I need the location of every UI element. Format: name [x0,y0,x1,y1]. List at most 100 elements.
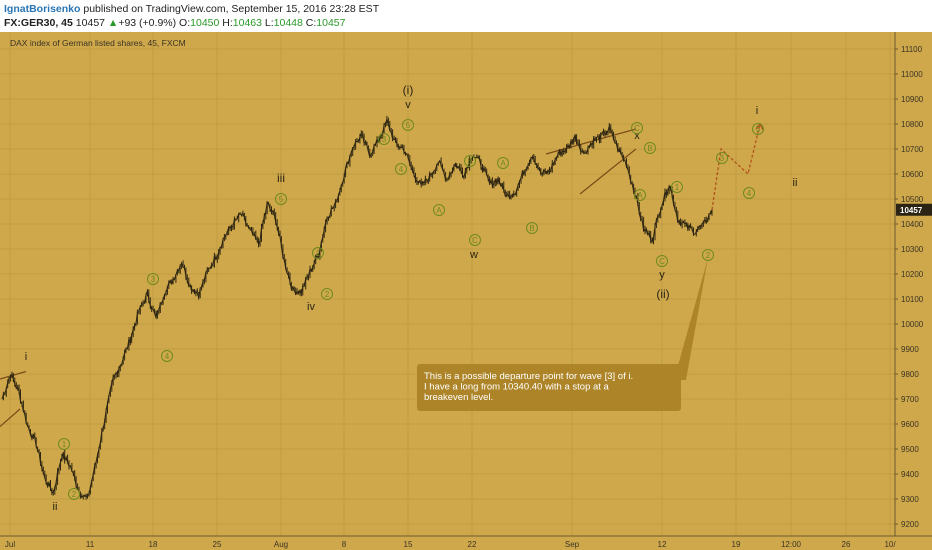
wave-circle-label: 3 [720,154,725,163]
date-tick-label: 12 [658,540,667,549]
chart-background [0,32,932,550]
wave-circle-label: 3 [382,135,387,144]
trendline [0,408,21,427]
wave-circle-label: C [472,236,478,245]
chart-area[interactable]: DAX index of German listed shares, 45, F… [0,32,932,550]
price-series [1,115,713,500]
wave-label-y: y [659,269,665,281]
price-tick-label: 10900 [901,95,924,104]
symbol-line: FX:GER30, 45 10457 ▲+93 (+0.9%) O:10450 … [4,16,345,30]
publish-line: IgnatBorisenko published on TradingView.… [4,2,379,16]
callout-pointer [674,258,708,380]
date-tick-label: 8 [342,540,347,549]
price-tick-label: 10700 [901,145,924,154]
wave-circle-B [464,155,476,167]
wave-circle-label: 2 [325,290,330,299]
wave-circle-label: 1 [316,249,321,258]
close-label: C: [305,17,317,29]
price-tick-label: 9300 [901,495,919,504]
wave-label-i: i [25,351,27,363]
wave-label-ii: (ii) [656,287,669,301]
wave-circle-3 [147,273,159,285]
wave-label-ii: ii [53,501,58,513]
wave-circle-B [526,222,538,234]
price-tick-label: 9200 [901,520,919,529]
date-tick-label: 25 [213,540,222,549]
last-price-box [896,203,932,216]
wave-circle-B [644,142,656,154]
price-tick-label: 11100 [901,45,923,54]
chart-title: DAX index of German listed shares, 45, F… [10,38,186,48]
wave-circle-label: C [634,124,640,133]
wave-circle-label: 4 [165,352,170,361]
date-tick-label: 22 [468,540,477,549]
wave-circle-label: 1 [62,440,67,449]
publish-text: published on TradingView.com, September … [80,3,380,15]
date-tick-label: 18 [149,540,158,549]
annotation-callout[interactable]: This is a possible departure point for w… [417,258,708,411]
time-axis[interactable]: Jul 11 18 25 Aug 8 15 22 Sep 12 19 12:00 26 10/ [5,540,896,549]
date-tick-label: Aug [274,540,288,549]
date-tick-label: 11 [86,540,95,549]
price-tick-label: 9700 [901,395,919,404]
wave-circle-label: B [529,224,534,233]
open-label: O: [179,17,191,29]
wave-circle-A [433,204,445,216]
wave-circle-label: A [436,206,442,215]
wave-label-iv: iv [307,301,315,313]
wave-circle-5 [402,119,414,131]
date-tick-label: 26 [842,540,851,549]
price-chart[interactable]: DAX index of German listed shares, 45, F… [0,32,932,550]
wave-circle-label: A [637,191,643,200]
open-value: 10450 [190,17,220,29]
callout-line: breakeven level. [424,392,493,403]
close-value: 10457 [316,17,346,29]
wave-circle-A [634,189,646,201]
callout-line: This is a possible departure point for w… [424,371,633,382]
author-link[interactable]: IgnatBorisenko [4,3,81,15]
wave-circle-A [497,157,509,169]
wave-labels: iiiiiiivv(i)wxy(ii)iii1234512345ABCABCAB… [25,83,798,513]
wave-label-ii: ii [793,177,798,189]
wave-circle-label: 2 [706,251,711,260]
wave-circle-C [656,255,668,267]
date-tick-label: 10/ [884,540,896,549]
projection-path [711,123,761,210]
wave-label-w: w [469,249,478,261]
price-line [1,117,713,499]
wave-circle-4 [743,187,755,199]
chart-header: IgnatBorisenko published on TradingView.… [0,0,932,32]
wave-circle-label: 5 [406,121,411,130]
wave-circle-5 [752,123,764,135]
wave-circle-label: B [647,144,652,153]
date-tick-label: 15 [404,540,413,549]
price-tick-label: 10300 [901,245,924,254]
wave-label-x: x [634,130,640,142]
callout-line: I have a long from 10340.40 with a stop … [424,382,610,393]
wave-circle-3 [716,152,728,164]
price-change: +93 (+0.9%) [118,17,177,29]
wave-circle-label: C [659,257,665,266]
wave-circle-label: 2 [72,490,77,499]
wave-circle-C [631,122,643,134]
price-tick-label: 10200 [901,270,924,279]
date-tick-label: Sep [565,540,580,549]
last-price-tag: 10457 [896,203,932,216]
last-price: 10457 [75,17,105,29]
price-tick-label: 11000 [901,70,923,79]
wave-circle-label: 1 [675,183,680,192]
wave-circle-2 [702,249,714,261]
wave-circle-2 [68,488,80,500]
price-tick-label: 9400 [901,470,919,479]
date-tick-label: 12:00 [781,540,802,549]
wave-circle-3 [378,133,390,145]
price-tick-label: 9600 [901,420,919,429]
price-tick-label: 10800 [901,120,924,129]
wave-circle-label: 4 [399,165,404,174]
wave-label-i: (i) [403,83,414,97]
symbol-name[interactable]: FX:GER30, 45 [4,17,73,29]
wave-circle-C [469,234,481,246]
price-tick-label: 10600 [901,170,924,179]
price-axis[interactable]: 9200 9300 9400 9500 9600 9700 9800 9900 10000 101… [895,32,924,529]
price-tick-label: 9900 [901,345,919,354]
